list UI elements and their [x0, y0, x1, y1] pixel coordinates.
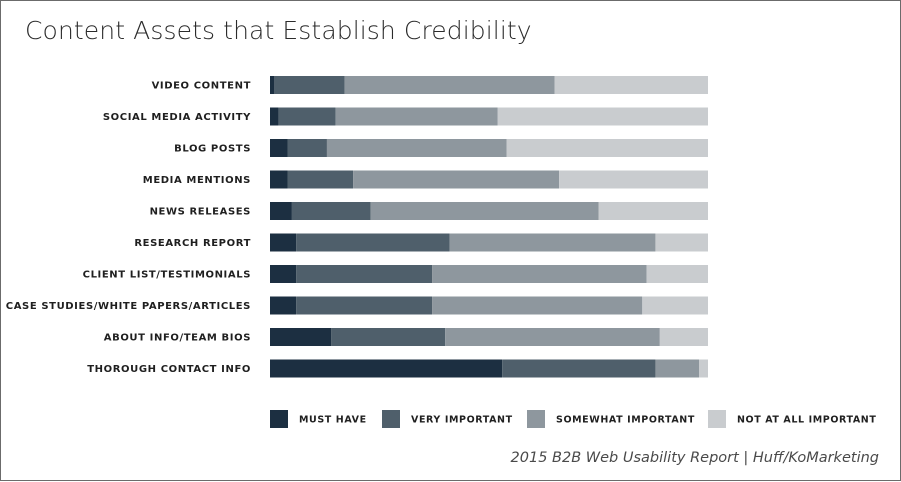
bar-thorough-contact-info-not-at-all-important	[699, 359, 708, 378]
category-label-video-content: VIDEO CONTENT	[152, 81, 251, 92]
bar-about-info-team-bios-somewhat-important	[445, 328, 660, 346]
bar-research-report-not-at-all-important	[655, 233, 708, 252]
bar-about-info-team-bios-not-at-all-important	[659, 328, 708, 346]
category-label-thorough-contact-info: THOROUGH CONTACT INFO	[87, 364, 251, 375]
bar-blog-posts-not-at-all-important	[506, 139, 708, 157]
bar-video-content-somewhat-important	[344, 76, 555, 94]
bar-client-list-testimonials-somewhat-important	[432, 265, 647, 283]
bar-client-list-testimonials-must-have	[270, 265, 297, 283]
bar-media-mentions-very-important	[287, 170, 354, 189]
bar-research-report-very-important	[296, 233, 450, 252]
bar-thorough-contact-info-very-important	[502, 359, 656, 378]
bar-research-report-somewhat-important	[449, 233, 656, 252]
legend-swatch-somewhat-important	[527, 410, 545, 428]
legend-label-somewhat-important: SOMEWHAT IMPORTANT	[556, 415, 695, 426]
bar-client-list-testimonials-very-important	[296, 265, 433, 283]
legend-swatch-very-important	[382, 410, 400, 428]
bar-video-content-must-have	[270, 76, 275, 94]
bar-media-mentions-must-have	[270, 170, 288, 189]
chart-title: Content Assets that Establish Credibilit…	[25, 16, 532, 45]
bar-case-studies-white-papers-articles-not-at-all-important	[642, 296, 708, 315]
bar-media-mentions-not-at-all-important	[559, 170, 708, 189]
bar-video-content-very-important	[274, 76, 345, 94]
bar-case-studies-white-papers-articles-must-have	[270, 296, 297, 315]
bar-news-releases-very-important	[291, 202, 371, 220]
bar-news-releases-must-have	[270, 202, 292, 220]
category-label-news-releases: NEWS RELEASES	[150, 207, 251, 218]
bar-blog-posts-must-have	[270, 139, 288, 157]
legend-label-not-at-all-important: NOT AT ALL IMPORTANT	[737, 415, 876, 426]
bar-social-media-activity-must-have	[270, 107, 279, 126]
bar-news-releases-somewhat-important	[370, 202, 599, 220]
category-label-blog-posts: BLOG POSTS	[174, 144, 251, 155]
legend-label-very-important: VERY IMPORTANT	[411, 415, 513, 426]
bar-social-media-activity-very-important	[278, 107, 336, 126]
category-label-social-media-activity: SOCIAL MEDIA ACTIVITY	[103, 112, 251, 123]
legend-swatch-must-have	[270, 410, 288, 428]
category-label-media-mentions: MEDIA MENTIONS	[143, 175, 251, 186]
bar-case-studies-white-papers-articles-somewhat-important	[432, 296, 643, 315]
bar-blog-posts-very-important	[287, 139, 327, 157]
category-label-about-info-team-bios: ABOUT INFO/TEAM BIOS	[104, 333, 251, 344]
bar-social-media-activity-not-at-all-important	[497, 107, 708, 126]
bar-thorough-contact-info-must-have	[270, 359, 503, 378]
bar-research-report-must-have	[270, 233, 297, 252]
source-credit: 2015 B2B Web Usability Report | Huff/KoM…	[510, 450, 879, 466]
bar-about-info-team-bios-must-have	[270, 328, 332, 346]
bar-thorough-contact-info-somewhat-important	[655, 359, 700, 378]
category-label-research-report: RESEARCH REPORT	[134, 238, 251, 249]
category-label-case-studies-white-papers-articles: CASE STUDIES/WHITE PAPERS/ARTICLES	[6, 301, 251, 312]
bar-about-info-team-bios-very-important	[331, 328, 446, 346]
bar-video-content-not-at-all-important	[554, 76, 708, 94]
bar-case-studies-white-papers-articles-very-important	[296, 296, 433, 315]
legend-label-must-have: MUST HAVE	[299, 415, 367, 426]
legend-swatch-not-at-all-important	[708, 410, 726, 428]
bar-blog-posts-somewhat-important	[326, 139, 507, 157]
category-label-client-list-testimonials: CLIENT LIST/TESTIMONIALS	[83, 270, 251, 281]
bar-media-mentions-somewhat-important	[353, 170, 560, 189]
bar-news-releases-not-at-all-important	[598, 202, 708, 220]
bar-client-list-testimonials-not-at-all-important	[646, 265, 708, 283]
bar-social-media-activity-somewhat-important	[335, 107, 498, 126]
